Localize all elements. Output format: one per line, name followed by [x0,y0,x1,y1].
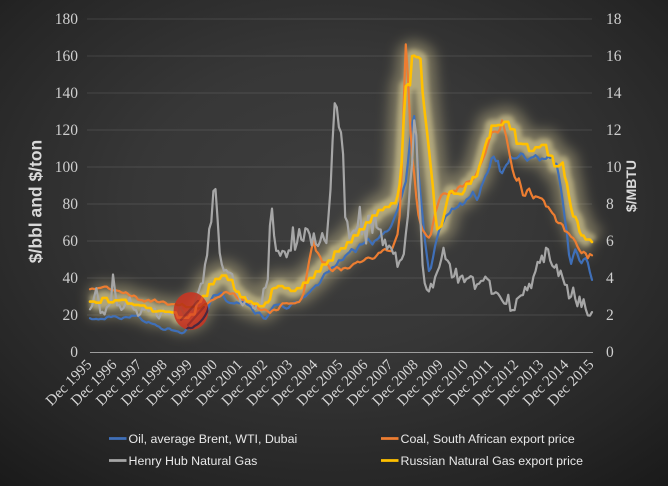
svg-text:60: 60 [63,233,79,250]
svg-text:8: 8 [606,196,614,213]
svg-text:Oil, average Brent, WTI, Dubai: Oil, average Brent, WTI, Dubai [129,432,298,446]
svg-text:6: 6 [606,233,614,250]
svg-text:180: 180 [55,11,79,28]
svg-text:140: 140 [55,85,79,102]
svg-text:160: 160 [55,48,79,65]
svg-text:Russian Natural Gas export pri: Russian Natural Gas export price [401,454,584,468]
svg-text:120: 120 [55,122,79,139]
svg-text:80: 80 [63,196,79,213]
svg-text:0: 0 [70,344,78,361]
svg-text:14: 14 [606,85,622,102]
svg-text:100: 100 [55,159,79,176]
svg-text:4: 4 [606,270,614,287]
svg-text:0: 0 [606,344,614,361]
svg-text:16: 16 [606,48,622,65]
svg-text:$/bbl and $/ton: $/bbl and $/ton [26,140,46,263]
svg-text:2: 2 [606,307,614,324]
svg-text:20: 20 [63,307,79,324]
svg-text:Henry Hub Natural Gas: Henry Hub Natural Gas [129,454,258,468]
svg-text:40: 40 [63,270,79,287]
svg-text:18: 18 [606,11,622,28]
svg-text:12: 12 [606,122,622,139]
svg-text:$/MBTU: $/MBTU [623,160,639,212]
svg-text:10: 10 [606,159,622,176]
svg-text:Coal, South African export pri: Coal, South African export price [401,432,575,446]
